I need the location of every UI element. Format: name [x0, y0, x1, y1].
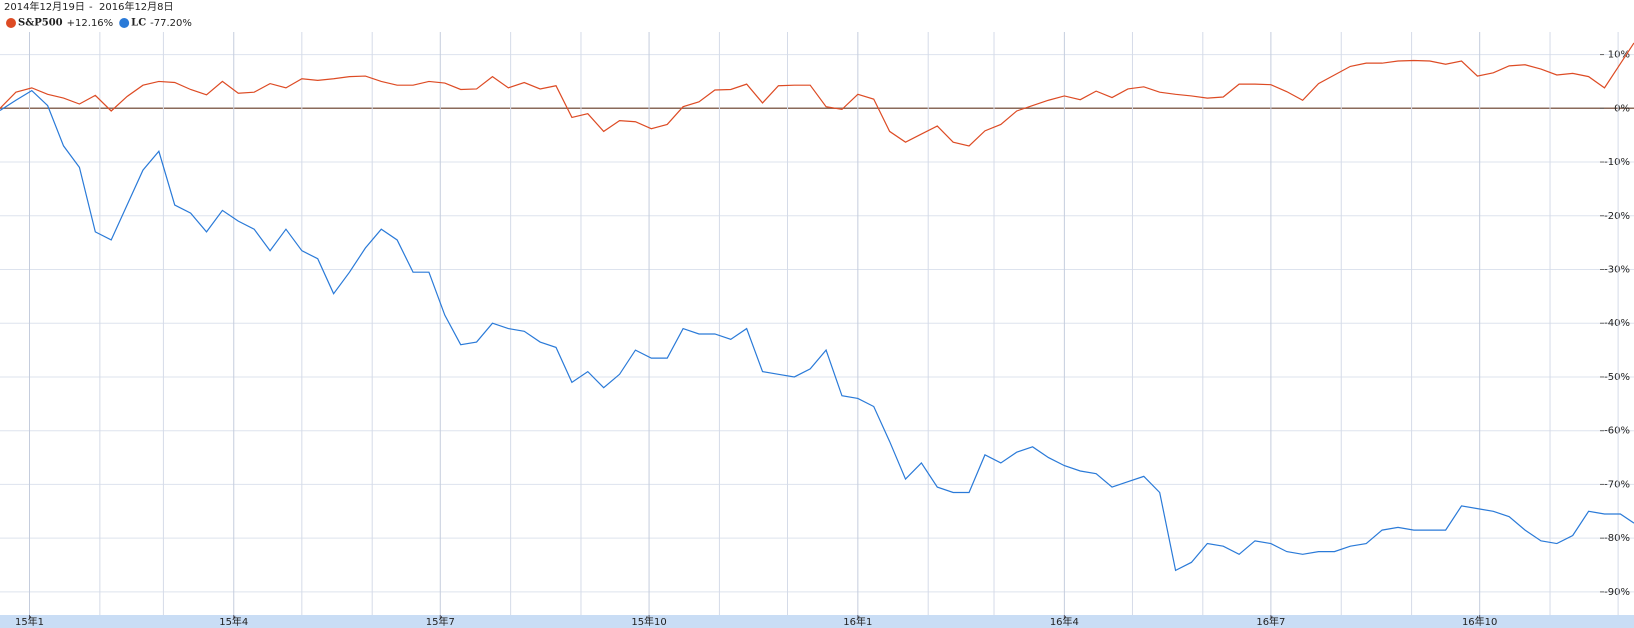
x-tick-label: 15年1: [15, 615, 44, 628]
x-tick-label: 15年10: [631, 615, 666, 628]
x-tick-label: 16年1: [843, 615, 872, 628]
y-tick-label: -20%: [1604, 211, 1630, 222]
legend-name: S&P500: [18, 18, 63, 29]
legend-name: LC: [131, 18, 146, 29]
series-line: [0, 42, 1634, 147]
y-tick-label: -60%: [1604, 426, 1630, 437]
legend-swatch: [6, 18, 16, 28]
range-separator: -: [89, 2, 93, 13]
y-tick-label: -70%: [1604, 479, 1630, 490]
x-tick-label: 16年4: [1050, 615, 1079, 628]
range-start: 2014年12月19日: [4, 0, 85, 13]
x-tick-label: 16年7: [1256, 615, 1285, 628]
y-tick-label: -30%: [1604, 264, 1630, 275]
x-tick-label: 15年7: [426, 615, 455, 628]
range-end: 2016年12月8日: [99, 0, 174, 13]
legend-change: -77.20%: [150, 18, 192, 29]
y-tick-label: 10%: [1608, 50, 1630, 61]
y-tick-label: -80%: [1604, 533, 1630, 544]
y-tick-label: -90%: [1604, 587, 1630, 598]
y-tick-label: -40%: [1604, 318, 1630, 329]
y-tick-label: -10%: [1604, 157, 1630, 168]
x-tick-label: 16年10: [1462, 615, 1497, 628]
y-tick-label: -50%: [1604, 372, 1630, 383]
x-axis-band: [0, 615, 1634, 628]
legend-change: +12.16%: [67, 18, 114, 29]
x-tick-label: 15年4: [219, 615, 248, 628]
y-tick-label: 0%: [1614, 103, 1630, 114]
series-line: [0, 89, 1634, 572]
legend-swatch: [119, 18, 130, 28]
